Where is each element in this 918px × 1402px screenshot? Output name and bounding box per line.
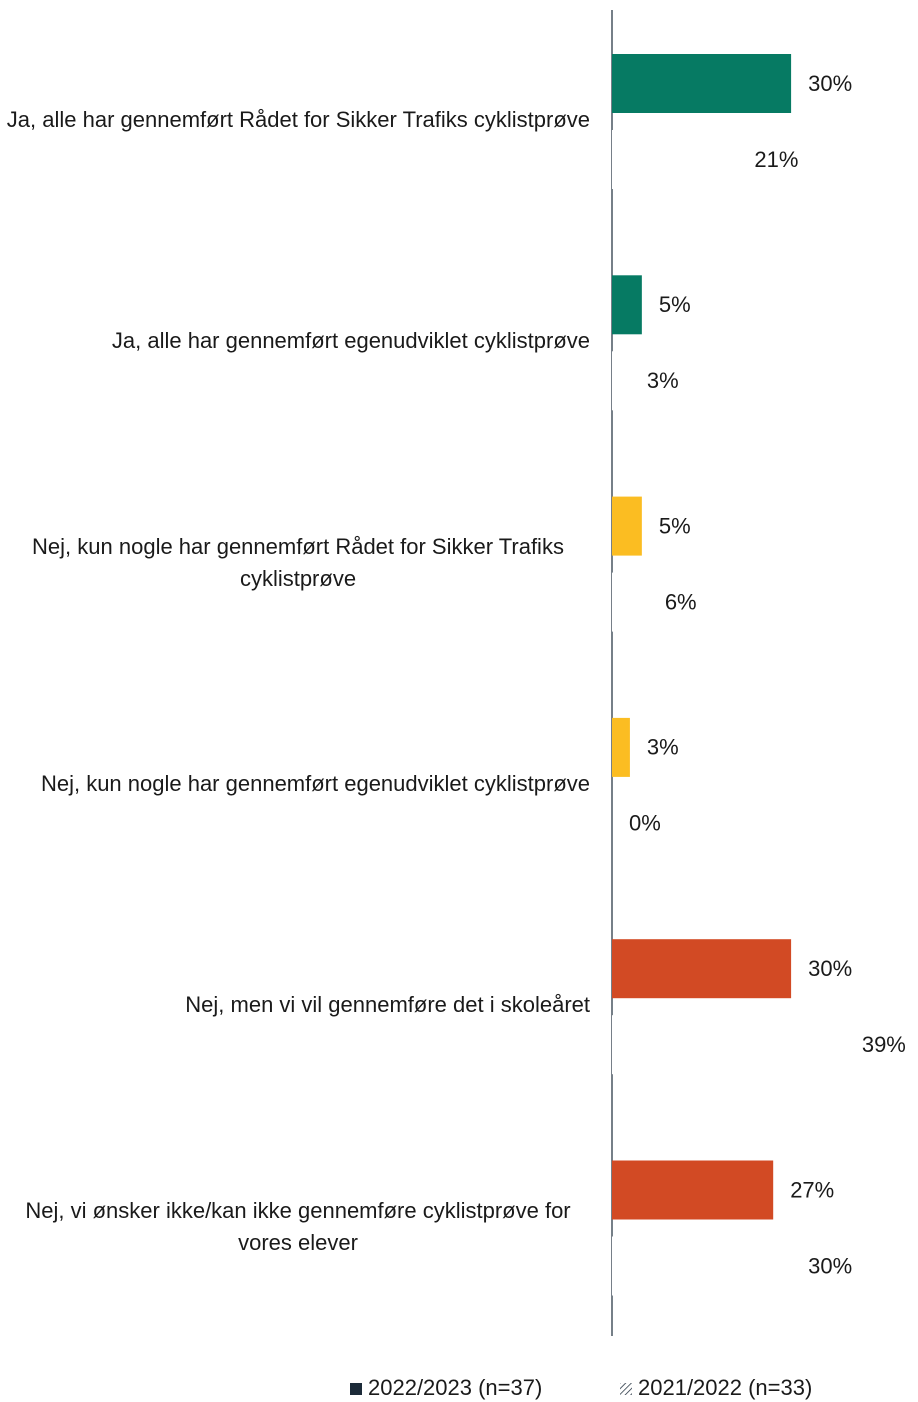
category-label-box: Ja, alle har gennemført egenudviklet cyk… xyxy=(0,325,590,357)
value-label: 0% xyxy=(629,811,661,836)
bar xyxy=(612,496,642,556)
category-label: Nej, kun nogle har gennemført Rådet for … xyxy=(32,533,564,591)
category-label-box: Nej, vi ønsker ikke/kan ikke gennemføre … xyxy=(0,1195,590,1259)
value-label: 5% xyxy=(659,292,691,317)
category-label-box: Nej, men vi vil gennemføre det i skoleår… xyxy=(0,989,590,1021)
value-label: 27% xyxy=(790,1177,834,1202)
category-label: Ja, alle har gennemført Rådet for Sikker… xyxy=(6,107,590,132)
category-label: Ja, alle har gennemført egenudviklet cyk… xyxy=(111,328,590,354)
bar xyxy=(612,351,630,411)
legend-marker xyxy=(620,1383,632,1395)
value-label: 30% xyxy=(808,71,852,96)
category-label: Nej, kun nogle har gennemført egenudvikl… xyxy=(40,770,590,796)
value-label: 3% xyxy=(647,735,679,760)
value-label: 30% xyxy=(808,956,852,981)
bar xyxy=(612,1160,774,1220)
legend-marker xyxy=(350,1383,362,1395)
bar xyxy=(612,130,738,189)
bar xyxy=(612,572,648,632)
value-label: 30% xyxy=(808,1253,852,1278)
category-label: Nej, vi ønsker ikke/kan ikke gennemføre … xyxy=(25,1197,571,1255)
bar xyxy=(612,275,642,335)
value-label: 3% xyxy=(647,368,679,393)
bar xyxy=(612,717,630,777)
bar xyxy=(612,939,792,999)
legend-label: 2021/2022 (n=33) xyxy=(638,1375,812,1400)
legend-label: 2022/2023 (n=37) xyxy=(368,1375,542,1400)
bar xyxy=(612,1015,845,1075)
value-label: 5% xyxy=(659,513,691,538)
value-label: 6% xyxy=(665,589,697,614)
bar xyxy=(612,54,792,113)
category-label-box: Nej, kun nogle har gennemført Rådet for … xyxy=(0,531,590,595)
category-label-box: Nej, kun nogle har gennemført egenudvikl… xyxy=(0,768,590,800)
value-label: 39% xyxy=(862,1032,906,1057)
bar xyxy=(612,1236,792,1296)
category-label: Nej, men vi vil gennemføre det i skoleår… xyxy=(185,992,590,1018)
category-label-box: Ja, alle har gennemført Rådet for Sikker… xyxy=(0,104,590,136)
value-label: 21% xyxy=(754,147,798,172)
